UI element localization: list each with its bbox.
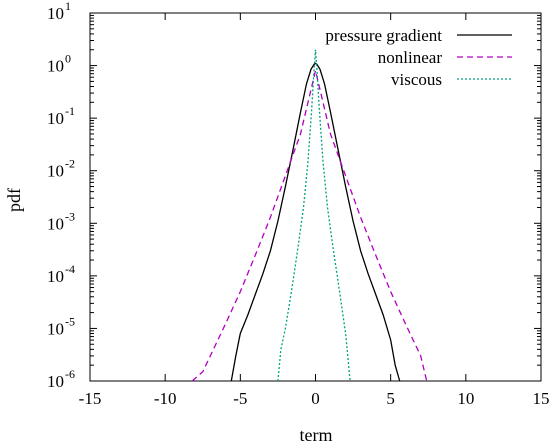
y-tick-label: 10 [47,214,64,233]
y-tick-base: 10 [47,4,64,23]
y-tick-label: 10 [47,267,64,286]
y-tick-exponent: -6 [65,367,75,381]
y-tick-base: 10 [47,319,64,338]
series-line-viscous [277,49,351,382]
x-tick-label: 0 [311,389,320,408]
y-tick-exponent: -3 [65,209,75,223]
x-axis-label: term [300,425,333,445]
y-tick-exponent: -5 [65,314,75,328]
y-axis-label: pdf [4,188,24,212]
y-tick-label: 10 [47,319,64,338]
x-tick-label: 10 [457,389,474,408]
x-axis: -15 -10 -5 0 5 10 15 [79,13,550,408]
y-tick-base: 10 [47,57,64,76]
x-tick-label: 5 [386,389,395,408]
y-tick-label: 10 [47,372,64,391]
x-tick-label: -5 [233,389,247,408]
y-tick-exponent: -1 [65,104,75,118]
legend-label: nonlinear [378,48,443,67]
legend-label: viscous [391,70,442,89]
plot-area [89,12,542,382]
y-tick-base: 10 [47,109,64,128]
plot-border [89,12,542,382]
legend: pressure gradient nonlinear viscous [325,26,512,89]
y-tick-exponent: 1 [65,0,71,13]
y-tick-base: 10 [47,214,64,233]
x-tick-label: -15 [79,389,102,408]
series-layer [191,49,428,382]
x-tick-label: 15 [533,389,550,408]
y-tick-base: 10 [47,372,64,391]
y-tick-exponent: -2 [65,157,75,171]
y-tick-label: 10 [47,109,64,128]
y-tick-base: 10 [47,162,64,181]
y-tick-label: 10 [47,57,64,76]
legend-label: pressure gradient [325,26,442,45]
y-tick-label: 10 [47,4,64,23]
y-tick-exponent: -4 [65,262,75,276]
y-tick-label: 10 [47,162,64,181]
y-tick-exponent: 0 [65,52,71,66]
y-tick-base: 10 [47,267,64,286]
x-tick-label: -10 [154,389,177,408]
series-line-pressure-gradient [230,62,401,382]
series-line-nonlinear [191,70,428,382]
